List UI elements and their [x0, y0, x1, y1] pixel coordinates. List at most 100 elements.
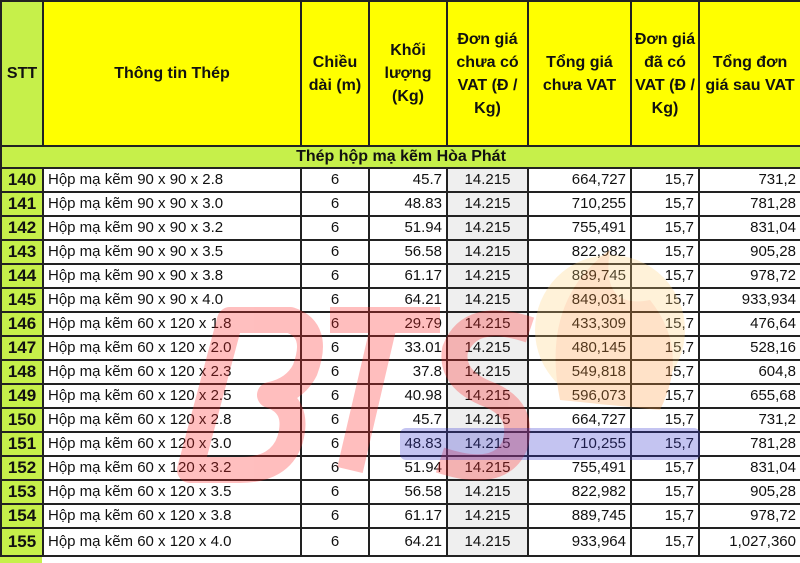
header-info: Thông tin Thép	[42, 0, 302, 147]
table-row: 147 Hộp mạ kẽm 60 x 120 x 2.0 6 33.01 14.215…	[0, 335, 800, 361]
cell-price: 14.215	[446, 335, 529, 361]
header-total-no-vat: Tổng giá chưa VAT	[527, 0, 632, 147]
table-row: 155 Hộp mạ kẽm 60 x 120 x 4.0 6 64.21 14.215…	[0, 527, 800, 557]
section-row: Thép hộp mạ kẽm Hòa Phát	[0, 145, 800, 169]
cell-stt: 146	[0, 311, 44, 337]
cell-weight: 45.7	[368, 167, 448, 193]
cell-price-vat: 15,7	[630, 479, 700, 505]
cell-total: 933,964	[527, 527, 632, 557]
cell-price: 14.215	[446, 215, 529, 241]
cell-name: Hộp mạ kẽm 60 x 120 x 4.0	[42, 527, 302, 557]
cell-name: Hộp mạ kẽm 90 x 90 x 3.5	[42, 239, 302, 265]
cell-name: Hộp mạ kẽm 60 x 120 x 2.5	[42, 383, 302, 409]
cell-total-vat: 905,28	[698, 479, 800, 505]
cell-price: 14.215	[446, 239, 529, 265]
cell-name: Hộp mạ kẽm 60 x 120 x 2.0	[42, 335, 302, 361]
cell-total: 889,745	[527, 503, 632, 529]
cell-total-vat: 781,28	[698, 431, 800, 457]
cell-name: Hộp mạ kẽm 90 x 90 x 4.0	[42, 287, 302, 313]
table-row: 148 Hộp mạ kẽm 60 x 120 x 2.3 6 37.8 14.215 5…	[0, 359, 800, 385]
cell-total-vat: 731,2	[698, 407, 800, 433]
cell-name: Hộp mạ kẽm 60 x 120 x 1.8	[42, 311, 302, 337]
cell-length: 6	[300, 455, 370, 481]
cell-length: 6	[300, 215, 370, 241]
cell-price-vat: 15,7	[630, 287, 700, 313]
cell-price-vat: 15,7	[630, 503, 700, 529]
table-row: 142 Hộp mạ kẽm 90 x 90 x 3.2 6 51.94 14.215 7…	[0, 215, 800, 241]
cell-price-vat: 15,7	[630, 239, 700, 265]
cell-total: 480,145	[527, 335, 632, 361]
cell-weight: 61.17	[368, 263, 448, 289]
cell-total: 822,982	[527, 239, 632, 265]
cell-price-vat: 15,7	[630, 527, 700, 557]
cell-length: 6	[300, 311, 370, 337]
cell-total: 889,745	[527, 263, 632, 289]
cell-price: 14.215	[446, 383, 529, 409]
cell-price-vat: 15,7	[630, 431, 700, 457]
cell-price-vat: 15,7	[630, 359, 700, 385]
cell-price: 14.215	[446, 479, 529, 505]
cell-total: 755,491	[527, 215, 632, 241]
cell-weight: 33.01	[368, 335, 448, 361]
cell-stt: 145	[0, 287, 44, 313]
cell-name: Hộp mạ kẽm 90 x 90 x 2.8	[42, 167, 302, 193]
cell-stt: 152	[0, 455, 44, 481]
cell-price: 14.215	[446, 191, 529, 217]
cell-total: 710,255	[527, 431, 632, 457]
cell-total: 664,727	[527, 167, 632, 193]
footer-cell	[0, 555, 42, 563]
cell-price: 14.215	[446, 263, 529, 289]
cell-total-vat: 781,28	[698, 191, 800, 217]
cell-price: 14.215	[446, 455, 529, 481]
cell-price: 14.215	[446, 503, 529, 529]
cell-weight: 64.21	[368, 527, 448, 557]
cell-total-vat: 978,72	[698, 263, 800, 289]
cell-total-vat: 933,934	[698, 287, 800, 313]
cell-stt: 143	[0, 239, 44, 265]
cell-weight: 29.79	[368, 311, 448, 337]
cell-length: 6	[300, 287, 370, 313]
table-row: 143 Hộp mạ kẽm 90 x 90 x 3.5 6 56.58 14.215 8…	[0, 239, 800, 265]
cell-length: 6	[300, 431, 370, 457]
cell-price-vat: 15,7	[630, 215, 700, 241]
cell-name: Hộp mạ kẽm 60 x 120 x 3.2	[42, 455, 302, 481]
cell-total: 433,309	[527, 311, 632, 337]
cell-total: 596,073	[527, 383, 632, 409]
cell-weight: 56.58	[368, 239, 448, 265]
cell-length: 6	[300, 383, 370, 409]
cell-name: Hộp mạ kẽm 90 x 90 x 3.2	[42, 215, 302, 241]
cell-length: 6	[300, 335, 370, 361]
cell-weight: 37.8	[368, 359, 448, 385]
cell-stt: 151	[0, 431, 44, 457]
cell-stt: 149	[0, 383, 44, 409]
cell-total: 849,031	[527, 287, 632, 313]
cell-length: 6	[300, 503, 370, 529]
header-length: Chiều dài (m)	[300, 0, 370, 147]
cell-total: 664,727	[527, 407, 632, 433]
cell-price: 14.215	[446, 287, 529, 313]
cell-price: 14.215	[446, 167, 529, 193]
cell-total-vat: 831,04	[698, 215, 800, 241]
cell-price: 14.215	[446, 431, 529, 457]
header-stt: STT	[0, 0, 44, 147]
cell-weight: 45.7	[368, 407, 448, 433]
cell-total: 710,255	[527, 191, 632, 217]
cell-price-vat: 15,7	[630, 167, 700, 193]
cell-length: 6	[300, 527, 370, 557]
cell-price-vat: 15,7	[630, 311, 700, 337]
cell-weight: 64.21	[368, 287, 448, 313]
cell-stt: 140	[0, 167, 44, 193]
cell-name: Hộp mạ kẽm 60 x 120 x 2.3	[42, 359, 302, 385]
cell-length: 6	[300, 239, 370, 265]
cell-price: 14.215	[446, 527, 529, 557]
cell-total-vat: 831,04	[698, 455, 800, 481]
cell-weight: 48.83	[368, 431, 448, 457]
cell-stt: 142	[0, 215, 44, 241]
cell-length: 6	[300, 479, 370, 505]
cell-total-vat: 1,027,360	[698, 527, 800, 557]
cell-weight: 56.58	[368, 479, 448, 505]
cell-name: Hộp mạ kẽm 60 x 120 x 3.8	[42, 503, 302, 529]
header-weight: Khối lượng (Kg)	[368, 0, 448, 147]
table-row: 150 Hộp mạ kẽm 60 x 120 x 2.8 6 45.7 14.215 6…	[0, 407, 800, 433]
cell-price: 14.215	[446, 311, 529, 337]
